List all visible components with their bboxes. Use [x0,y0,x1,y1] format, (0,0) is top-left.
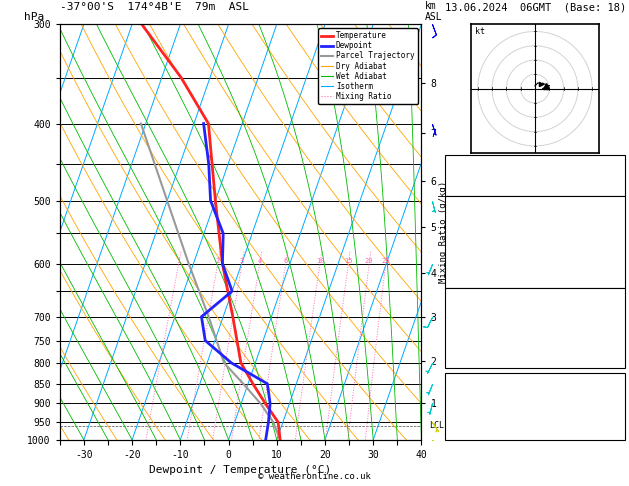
Text: 6: 6 [284,258,288,263]
Text: PW (cm): PW (cm) [449,189,487,198]
Text: StmDir: StmDir [449,419,481,429]
Text: 16: 16 [610,432,621,441]
Text: K: K [449,163,455,173]
Text: Totals Totals: Totals Totals [449,176,519,185]
Text: Lifted Index: Lifted Index [449,335,514,344]
Legend: Temperature, Dewpoint, Parcel Trajectory, Dry Adiabat, Wet Adiabat, Isotherm, Mi: Temperature, Dewpoint, Parcel Trajectory… [318,28,418,104]
X-axis label: Dewpoint / Temperature (°C): Dewpoint / Temperature (°C) [150,465,331,475]
Text: 3: 3 [240,258,244,263]
Text: km
ASL: km ASL [425,0,443,22]
Text: Dewp (°C): Dewp (°C) [449,230,498,240]
Text: EH: EH [449,394,460,403]
Text: Surface: Surface [516,205,554,214]
Text: Lifted Index: Lifted Index [449,256,514,265]
Text: © weatheronline.co.uk: © weatheronline.co.uk [258,472,371,481]
Text: -79: -79 [604,394,621,403]
Text: 15: 15 [344,258,353,263]
Text: 20: 20 [365,258,374,263]
Text: CAPE (J): CAPE (J) [449,348,492,357]
Text: CIN (J): CIN (J) [449,281,487,290]
Text: Pressure (mb): Pressure (mb) [449,310,519,319]
Text: CAPE (J): CAPE (J) [449,268,492,278]
Text: CIN (J): CIN (J) [449,361,487,369]
Text: StmSpd (kt): StmSpd (kt) [449,432,508,441]
Text: 2: 2 [216,258,220,263]
Text: θₑ (K): θₑ (K) [449,323,481,331]
Text: -15: -15 [604,407,621,416]
Text: -37°00'S  174°4B'E  79m  ASL: -37°00'S 174°4B'E 79m ASL [60,2,248,12]
Text: 36: 36 [610,176,621,185]
Text: 11: 11 [610,256,621,265]
Text: 4: 4 [258,258,262,263]
Y-axis label: Mixing Ratio (g/kg): Mixing Ratio (g/kg) [439,181,448,283]
Text: 10: 10 [610,335,621,344]
Text: Most Unstable: Most Unstable [500,297,570,306]
Text: kt: kt [475,27,485,36]
Text: 0: 0 [615,268,621,278]
Text: 25: 25 [382,258,390,263]
Text: SREH: SREH [449,407,470,416]
Text: 10: 10 [316,258,324,263]
Text: Temp (°C): Temp (°C) [449,218,498,227]
Text: hPa: hPa [24,12,44,22]
Text: 10.7: 10.7 [599,218,621,227]
Text: 302: 302 [604,323,621,331]
Text: 7.7: 7.7 [604,230,621,240]
Text: 0: 0 [615,361,621,369]
Text: 7: 7 [615,163,621,173]
Text: 13.06.2024  06GMT  (Base: 18): 13.06.2024 06GMT (Base: 18) [445,2,626,12]
Text: LCL: LCL [429,421,443,430]
Text: Hodograph: Hodograph [511,382,559,391]
Text: 1: 1 [177,258,181,263]
Text: 1.77: 1.77 [599,189,621,198]
Text: 0: 0 [615,281,621,290]
Text: θₑ(K): θₑ(K) [449,243,476,252]
Text: 0: 0 [615,348,621,357]
Text: 301: 301 [604,243,621,252]
Text: 950: 950 [604,310,621,319]
Text: 340°: 340° [599,419,621,429]
